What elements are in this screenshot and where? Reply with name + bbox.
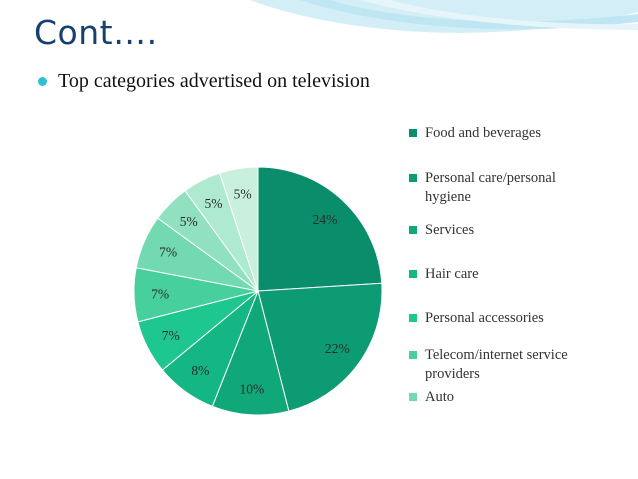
legend-label: Services [425, 222, 475, 238]
legend-item-1: Food and beverages [409, 124, 595, 143]
legend-swatch [409, 314, 417, 322]
pie-slice-10 [219, 166, 259, 292]
legend-item-3: Services [409, 221, 595, 240]
legend-swatch [409, 129, 417, 137]
pie-data-label-6: 7% [151, 287, 169, 302]
pie-data-label-7: 7% [159, 245, 177, 260]
pie-data-label-10: 5% [234, 187, 252, 202]
bullet-item: Top categories advertised on television [38, 70, 370, 93]
pie-data-label-9: 5% [205, 196, 223, 211]
legend-swatch [409, 270, 417, 278]
pie-slices [133, 166, 383, 416]
legend-item-2: Personal care/personal hygiene [409, 169, 595, 207]
legend-swatch [409, 393, 417, 401]
pie-slice-1 [257, 166, 383, 292]
pie-data-label-1: 24% [313, 212, 338, 227]
legend-swatch [409, 174, 417, 182]
pie-data-label-4: 8% [191, 363, 209, 378]
legend-swatch [409, 226, 417, 234]
pie-data-label-3: 10% [239, 381, 264, 396]
legend-label: Telecom/internet service providers [425, 347, 568, 382]
pie-slice-2 [257, 282, 383, 412]
legend-label: Personal accessories [425, 310, 544, 326]
pie-slice-3 [211, 289, 290, 416]
legend-item-5: Personal accessories [409, 309, 595, 328]
slide-title: Cont…. [34, 13, 158, 52]
legend-item-6: Telecom/internet service providers [409, 346, 595, 384]
pie-labels: 24% 22% 10% 8% 7% 7% 7% 5% 5% 5% [151, 187, 350, 397]
bullet-dot-icon [38, 77, 47, 86]
pie-data-label-2: 22% [325, 341, 350, 356]
legend-label: Personal care/personal hygiene [425, 170, 556, 205]
legend-label: Hair care [425, 266, 479, 282]
legend-item-7: Auto [409, 388, 595, 407]
header-wave-decoration [250, 0, 638, 33]
legend-label: Auto [425, 389, 454, 405]
pie-data-label-8: 5% [180, 214, 198, 229]
bullet-text: Top categories advertised on television [58, 70, 370, 92]
legend-swatch [409, 351, 417, 359]
pie-data-label-5: 7% [162, 328, 180, 343]
legend-item-4: Hair care [409, 265, 595, 284]
legend-label: Food and beverages [425, 125, 541, 141]
